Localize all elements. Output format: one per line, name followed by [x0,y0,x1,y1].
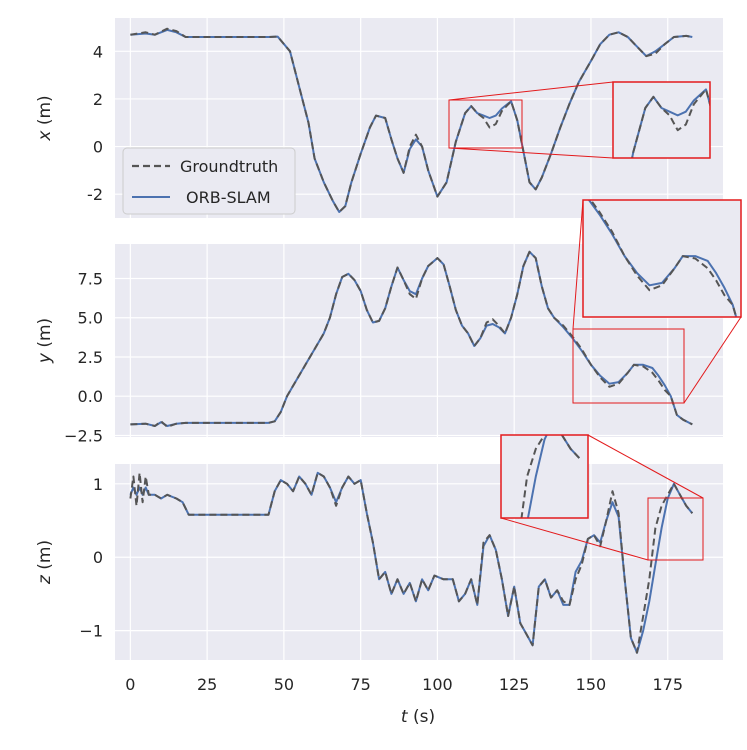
y-tick-label: -2 [87,185,103,204]
inset-groundtruth-line [589,200,738,317]
zoom-inset-frame [500,434,589,519]
zoom-inset-frame [582,199,742,318]
y-tick-label: 2 [93,90,103,109]
zoom-inset-plot [587,200,738,317]
zoom-inset-frame [612,81,711,159]
x-tick-label: 75 [350,675,370,694]
x-tick-label: 25 [197,675,217,694]
x-tick-label: 125 [499,675,530,694]
x-tick-label: 175 [652,675,683,694]
y-tick-label: −2.5 [64,426,103,445]
zoom-connector [500,517,649,561]
panel-y: −2.5 0.0 2.5 5.0 7.5 y (m) [35,199,742,445]
zoom-connector [572,199,584,330]
groundtruth-line [130,27,693,213]
y-axis-label: y (m) [35,318,55,364]
y-tick-label: 0 [93,138,103,157]
zoom-inset-background [501,435,588,518]
x-tick-label: 150 [576,675,607,694]
y-tick-label: −1 [79,622,103,641]
y-tick-label: 0.0 [78,387,103,406]
x-axis-label: t (s) [401,707,435,727]
zoom-connector [587,434,704,499]
zoom-inset-background [613,82,710,158]
groundtruth-line [130,250,693,428]
inset-orbslam-line [587,200,738,317]
legend-groundtruth-label: Groundtruth [180,157,278,176]
x-tick-label: 0 [125,675,135,694]
zoom-connector [683,316,742,404]
legend-orbslam-label: ORB-SLAM [186,188,271,207]
zoom-source-box [448,99,523,149]
y-tick-label: 5.0 [78,309,103,328]
y-tick-label: 2.5 [78,348,103,367]
zoom-connector [448,147,614,159]
y-tick-label: 7.5 [78,270,103,289]
groundtruth-line [129,471,694,654]
y-tick-label: 1 [93,475,103,494]
y-tick-label: 4 [93,42,103,61]
zoom-source-box [572,328,685,404]
zoom-connector [448,81,614,101]
zoom-inset-background [583,200,741,317]
panel-z: 0 25 50 75 100 125 150 175 −1 0 1 z (m) [35,434,723,694]
y-axis-label: x (m) [35,95,55,141]
plot-background [115,464,723,660]
zoom-source-box [647,497,704,561]
legend: Groundtruth ORB-SLAM [122,147,296,215]
x-tick-label: 50 [274,675,294,694]
y-axis-label: z (m) [35,540,55,585]
y-tick-label: 0 [93,548,103,567]
x-tick-label: 100 [422,675,453,694]
